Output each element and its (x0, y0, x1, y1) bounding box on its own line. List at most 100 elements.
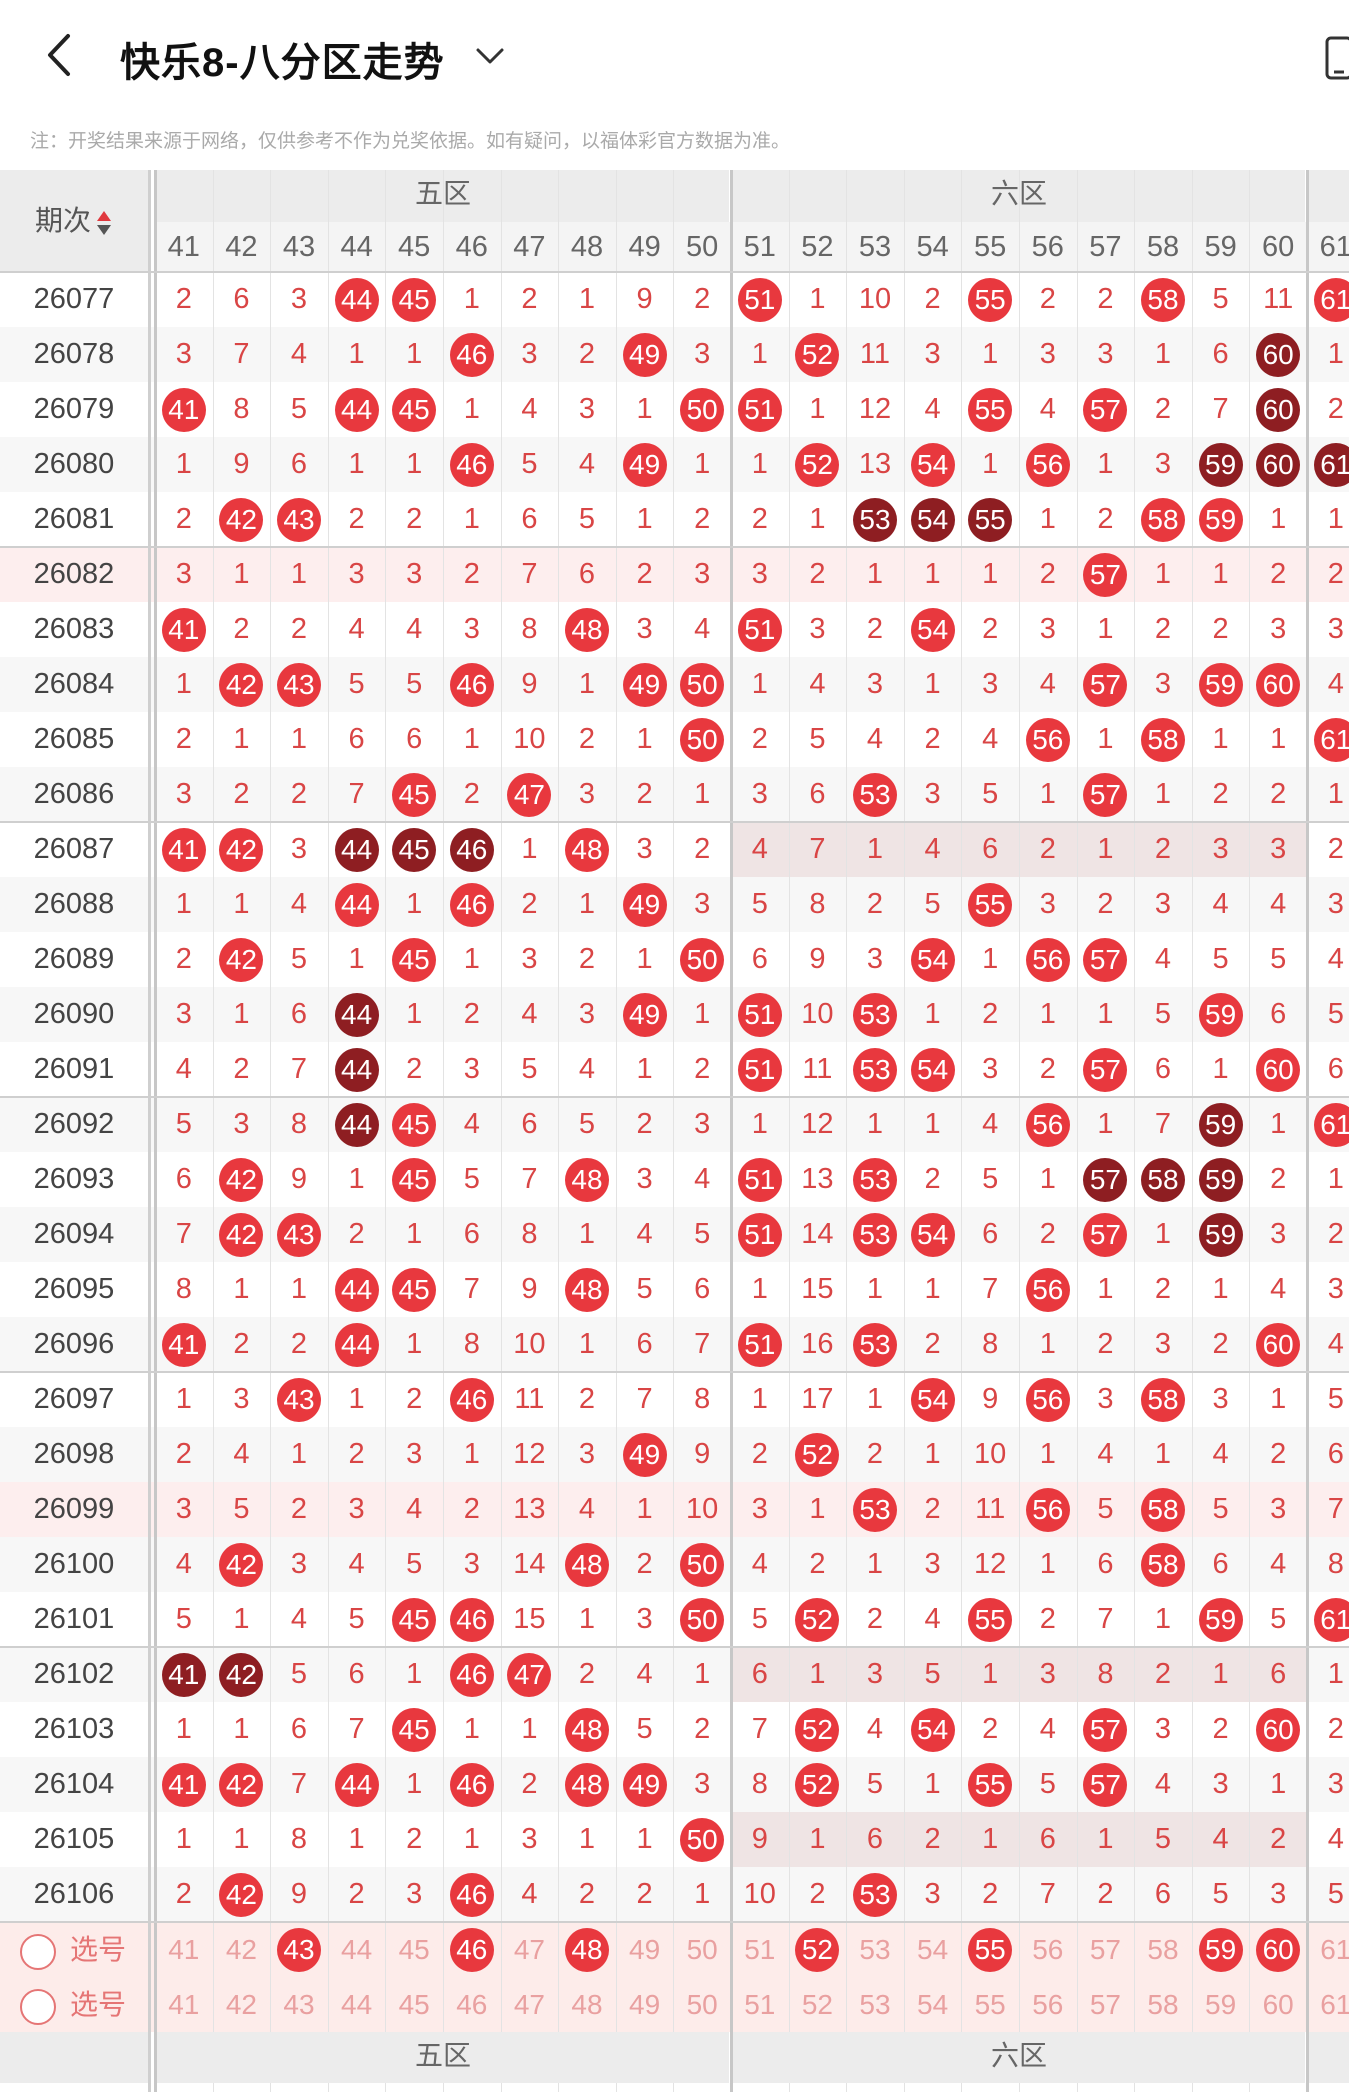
pick-number-option[interactable]: 41 (168, 1934, 200, 1965)
selected-number-ball[interactable]: 60 (1256, 1927, 1301, 1972)
pick-number-option[interactable]: 54 (917, 1989, 949, 2020)
miss-count: 3 (1097, 338, 1114, 370)
pick-number-option[interactable]: 49 (629, 1934, 661, 1965)
miss-count: 1 (233, 1713, 250, 1745)
period-header[interactable]: 期次 (0, 170, 148, 272)
miss-count: 5 (290, 393, 308, 425)
period-cell: 26099 (33, 1493, 115, 1525)
miss-count: 6 (1154, 1878, 1172, 1910)
miss-count: 9 (809, 943, 826, 975)
winning-number-ball: 58 (1141, 1542, 1185, 1587)
pick-row-radio[interactable] (20, 1989, 56, 2025)
pick-number-option[interactable]: 44 (341, 1989, 373, 2020)
pick-number-option[interactable]: 61 (1320, 1934, 1349, 1965)
winning-number-ball: 46 (449, 1872, 494, 1917)
winning-number-ball: 45 (392, 1707, 437, 1752)
miss-count: 1 (694, 448, 711, 480)
selected-number-ball[interactable]: 55 (968, 1927, 1013, 1972)
miss-count: 2 (175, 1878, 192, 1910)
miss-count: 4 (578, 1053, 596, 1085)
miss-count: 6 (982, 1218, 999, 1250)
pick-number-option[interactable]: 45 (398, 1934, 430, 1965)
winning-number-ball: 56 (1025, 442, 1070, 487)
miss-count: 2 (1039, 1053, 1056, 1085)
winning-number-ball: 42 (219, 827, 264, 872)
pick-number-option[interactable]: 45 (398, 1989, 430, 2020)
pick-number-option[interactable]: 42 (225, 1934, 257, 1965)
pick-number-option[interactable]: 54 (917, 1934, 949, 1965)
miss-count: 3 (636, 1603, 653, 1635)
miss-count: 2 (1097, 503, 1114, 535)
miss-count: 1 (866, 1273, 884, 1305)
miss-count: 4 (406, 1493, 423, 1525)
miss-count: 3 (866, 1658, 884, 1690)
column-divider (270, 170, 272, 2092)
winning-number-ball: 42 (219, 662, 264, 707)
pick-number-option[interactable]: 60 (1262, 1989, 1294, 2020)
selected-number-ball[interactable]: 46 (449, 1927, 494, 1972)
title-dropdown-button[interactable] (470, 38, 510, 74)
pick-number-option[interactable]: 50 (686, 1934, 718, 1965)
miss-count: 3 (1270, 1218, 1287, 1250)
pick-number-option[interactable]: 48 (571, 1989, 603, 2020)
miss-count: 6 (751, 1658, 768, 1690)
pick-number-option[interactable]: 56 (1032, 1934, 1064, 1965)
pick-number-option[interactable]: 51 (744, 1934, 776, 1965)
selected-number-ball[interactable]: 52 (795, 1927, 840, 1972)
winning-number-ball: 50 (680, 662, 725, 707)
pick-number-option[interactable]: 42 (225, 1989, 257, 2020)
selected-number-ball[interactable]: 59 (1198, 1927, 1243, 1972)
pick-number-option[interactable]: 58 (1147, 1989, 1179, 2020)
winning-number-ball: 58 (1141, 1377, 1185, 1422)
pick-number-option[interactable]: 59 (1205, 1989, 1237, 2020)
miss-count: 1 (751, 1273, 768, 1305)
miss-count: 1 (924, 998, 941, 1030)
pick-number-option[interactable]: 55 (974, 1989, 1006, 2020)
miss-count: 1 (1327, 338, 1344, 370)
selected-number-ball[interactable]: 43 (277, 1927, 321, 1972)
winning-number-ball: 51 (737, 1157, 782, 1202)
miss-count: 5 (1097, 1493, 1114, 1525)
miss-count: 1 (1154, 778, 1172, 810)
footer-left (0, 2032, 148, 2083)
pick-number-option[interactable]: 46 (456, 1989, 488, 2020)
miss-count: 1 (636, 1053, 653, 1085)
miss-count: 1 (175, 888, 192, 920)
pick-number-option[interactable]: 61 (1320, 1989, 1349, 2020)
column-number: 45 (385, 222, 443, 272)
miss-count: 1 (290, 1273, 308, 1305)
miss-count: 1 (578, 1603, 596, 1635)
pick-number-option[interactable]: 53 (859, 1989, 891, 2020)
pick-number-option[interactable]: 52 (801, 1989, 833, 2020)
pick-number-option[interactable]: 47 (513, 1989, 545, 2020)
pick-number-option[interactable]: 41 (168, 1989, 200, 2020)
pick-row-radio[interactable] (20, 1934, 56, 1970)
pick-number-option[interactable]: 50 (686, 1989, 718, 2020)
pick-number-option[interactable]: 58 (1147, 1934, 1179, 1965)
device-button[interactable] (1318, 36, 1349, 82)
pick-number-option[interactable]: 56 (1032, 1989, 1064, 2020)
miss-count: 2 (175, 943, 192, 975)
back-button[interactable] (40, 30, 80, 80)
miss-count: 6 (1154, 1053, 1172, 1085)
period-cell: 26081 (33, 503, 115, 535)
miss-count: 3 (924, 338, 941, 370)
column-number: 41 (155, 222, 213, 272)
pick-number-option[interactable]: 53 (859, 1934, 891, 1965)
pick-number-option[interactable]: 43 (283, 1989, 315, 2020)
selected-number-ball[interactable]: 48 (565, 1927, 609, 1972)
pick-number-option[interactable]: 51 (744, 1989, 776, 2020)
pick-number-option[interactable]: 57 (1089, 1989, 1121, 2020)
pick-number-option[interactable]: 57 (1089, 1934, 1121, 1965)
winning-number-ball: 59 (1198, 1597, 1243, 1642)
miss-count: 4 (751, 1548, 768, 1580)
pick-number-option[interactable]: 47 (513, 1934, 545, 1965)
miss-count: 1 (175, 1383, 192, 1415)
miss-count: 1 (1270, 1383, 1287, 1415)
miss-count: 4 (1039, 1713, 1056, 1745)
miss-count: 3 (924, 1548, 941, 1580)
miss-count: 3 (175, 338, 192, 370)
pick-number-option[interactable]: 49 (629, 1989, 661, 2020)
pick-number-option[interactable]: 44 (341, 1934, 373, 1965)
column-number: 57 (1076, 222, 1135, 272)
